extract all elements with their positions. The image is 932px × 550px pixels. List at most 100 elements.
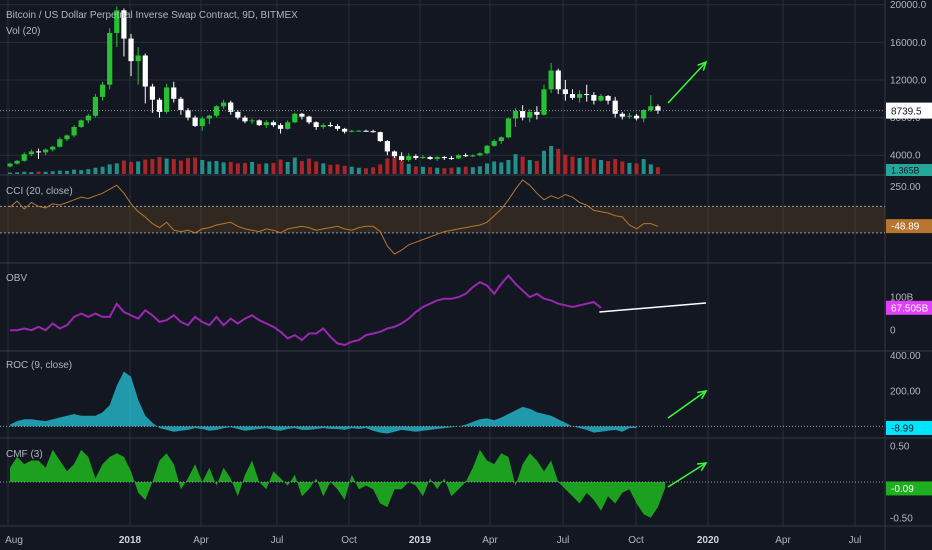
volume-bar — [64, 170, 69, 174]
volume-bar — [93, 167, 98, 174]
volume-bar — [648, 164, 653, 174]
candle-body — [641, 110, 647, 119]
candle-body — [420, 157, 426, 159]
roc-tick-label: 400.00 — [890, 351, 921, 362]
candle-body — [377, 132, 383, 142]
candle-body — [277, 125, 284, 129]
volume-bar — [164, 158, 169, 174]
candle-body — [612, 100, 618, 114]
candle-body — [92, 96, 99, 116]
volume-bar — [420, 166, 425, 174]
candle-body — [28, 151, 34, 155]
candle-body — [484, 145, 490, 154]
volume-bar — [499, 162, 504, 174]
cmf-up-arrow-head — [696, 462, 708, 472]
candle-body — [185, 110, 191, 118]
candle-body — [249, 120, 255, 122]
candle-body — [498, 137, 504, 142]
volume-bar — [114, 163, 119, 174]
price-up-arrow — [667, 61, 707, 104]
candle-body — [591, 94, 597, 101]
volume-bar — [72, 169, 77, 174]
volume-bar — [235, 163, 240, 174]
candle-body — [142, 55, 148, 87]
volume-bar — [207, 161, 212, 174]
volume-bar — [463, 166, 468, 174]
volume-bar — [271, 162, 276, 174]
candle-body — [99, 84, 106, 97]
volume-bar — [356, 167, 361, 174]
volume-bar — [50, 171, 55, 174]
volume-bar — [485, 163, 490, 174]
volume-bar — [129, 161, 134, 174]
volume-bar — [171, 159, 176, 174]
candle-body — [569, 94, 576, 98]
volume-bar — [527, 160, 532, 174]
x-axis-label: Apr — [775, 535, 791, 546]
candle-body — [85, 115, 91, 121]
candle-body — [107, 32, 113, 85]
candle-body — [548, 70, 554, 90]
obv-tick-label: 100B — [890, 293, 914, 304]
candle-body — [413, 156, 419, 159]
candle-body — [363, 130, 369, 132]
candle-body — [520, 110, 526, 118]
candle-body — [448, 158, 455, 160]
volume-bar — [620, 161, 625, 174]
price-tick-label: 16000.0 — [890, 38, 927, 49]
roc-up-arrow-head — [697, 390, 708, 400]
candle-body — [441, 157, 447, 159]
x-axis-label: 2018 — [119, 535, 142, 546]
roc-up-arrow — [667, 390, 707, 419]
candle-body — [455, 155, 462, 159]
candle-body — [399, 156, 405, 160]
x-axis-label: Jul — [849, 535, 862, 546]
volume-bar — [107, 164, 112, 174]
candle-body — [655, 106, 661, 111]
roc-label: ROC (9, close) — [6, 360, 73, 371]
volume-bar — [563, 154, 568, 174]
volume-bar — [364, 168, 368, 174]
candle-body — [164, 87, 170, 112]
obv-line — [10, 274, 602, 347]
x-axis-label: 2019 — [409, 535, 432, 546]
volume-bar — [577, 158, 582, 174]
volume-bar — [378, 164, 383, 174]
volume-bar — [157, 157, 162, 174]
volume-bar — [221, 162, 226, 174]
candle-body — [21, 154, 27, 161]
candle-body — [584, 94, 590, 96]
x-axis-label: Jul — [271, 535, 284, 546]
candle-body — [470, 155, 476, 157]
volume-bar — [100, 166, 105, 174]
candle-body — [555, 70, 561, 90]
volume-bar — [570, 156, 575, 174]
candle-body — [64, 135, 70, 140]
volume-bar — [29, 172, 34, 174]
obv-label: OBV — [6, 273, 28, 284]
candle-body — [263, 122, 269, 126]
candle-body — [434, 157, 440, 159]
candle-body — [7, 163, 13, 167]
candle-body — [206, 115, 212, 119]
volume-bar — [449, 167, 454, 174]
cmf-tick-label: 0.50 — [890, 442, 910, 453]
cci-badge — [886, 219, 932, 234]
cmf-up-arrow — [667, 462, 707, 488]
volume-bar — [143, 159, 148, 174]
volume-bar — [57, 170, 62, 174]
volume-bar — [299, 160, 304, 174]
candle-body — [306, 116, 312, 123]
candle-body — [57, 139, 63, 147]
candle-body — [505, 118, 511, 138]
volume-bar — [314, 161, 319, 174]
volume-label: Vol (20) — [6, 26, 41, 37]
volume-bar — [606, 160, 611, 174]
cmf-area — [10, 449, 666, 518]
volume-bar — [641, 159, 646, 174]
volume-bar — [627, 162, 632, 174]
candle-body — [242, 117, 248, 122]
volume-bar — [342, 165, 347, 174]
